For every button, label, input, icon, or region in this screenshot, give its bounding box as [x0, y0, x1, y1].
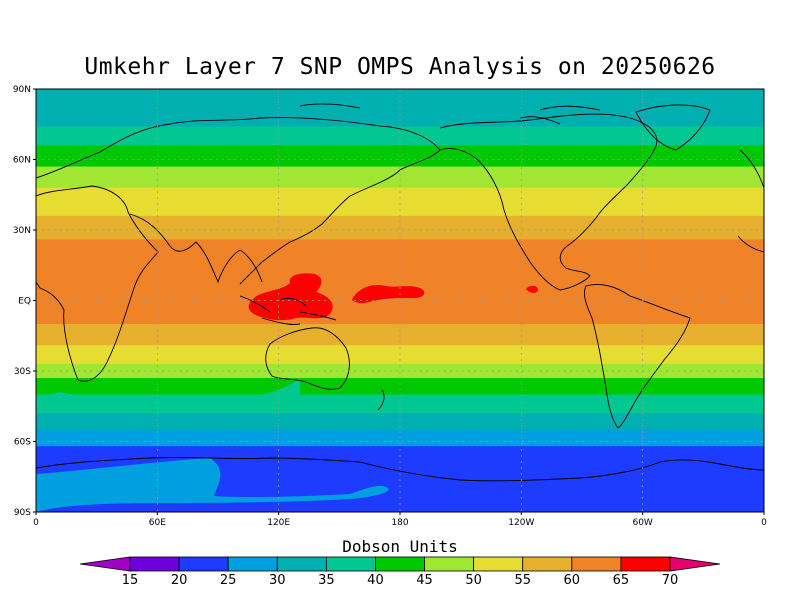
colorbar-tick-label: 65: [613, 573, 630, 588]
map-title: Umkehr Layer 7 SNP OMPS Analysis on 2025…: [84, 54, 716, 80]
colorbar-swatch: [571, 556, 622, 572]
lon-tick-label: 60W: [632, 518, 652, 528]
arctic-islands: [299, 103, 601, 125]
colorbar-labels: 15 20 25 30 35 40 45 50 55 60 65 70: [122, 573, 679, 588]
colorbar-tick-label: 20: [171, 573, 188, 588]
australia-coast: [265, 327, 350, 390]
colorbar-swatch: [620, 556, 671, 572]
lon-tick-label: 0: [761, 518, 767, 528]
africa-coast: [36, 185, 159, 382]
colorbar-high-arrow: [669, 556, 721, 572]
colorbar-swatch: [178, 556, 229, 572]
ozone-band-10: [36, 378, 764, 395]
new-zealand-coast: [377, 389, 385, 411]
colorbar-swatch: [424, 556, 475, 572]
maxima-central-pacific: [352, 284, 425, 304]
lat-tick-label: 60S: [14, 438, 31, 448]
colorbar-tick-label: 30: [269, 573, 286, 588]
maxima-east-pacific: [526, 285, 538, 293]
colorbar-swatch: [325, 556, 376, 572]
lon-tick-label: 120W: [508, 518, 534, 528]
lat-tick-label: EQ: [18, 297, 31, 307]
antarctica-coast: [36, 456, 764, 482]
lat-tick-label: 30N: [13, 226, 31, 236]
ozone-band-1: [36, 126, 764, 146]
lon-tick-label: 60E: [149, 518, 166, 528]
lon-tick-label: 180: [391, 518, 408, 528]
colorbar-swatch: [227, 556, 278, 572]
colorbar-swatch: [276, 556, 327, 572]
colorbar: [79, 556, 721, 572]
colorbar-tick-label: 40: [367, 573, 384, 588]
south-asia-coast: [129, 213, 263, 284]
colorbar-tick-label: 35: [318, 573, 335, 588]
colorbar-tick-label: 60: [564, 573, 581, 588]
north-america-coast: [439, 113, 658, 291]
ozone-band-3: [36, 166, 764, 189]
colorbar-tick-label: 25: [220, 573, 237, 588]
colorbar-tick-label: 55: [514, 573, 531, 588]
maxima-maritime-continent: [248, 273, 333, 321]
colorbar-swatch: [473, 556, 524, 572]
lat-tick-label: 90S: [14, 508, 31, 518]
colorbar-swatch: [129, 556, 180, 572]
indonesia-islands: [239, 295, 337, 325]
colorbar-tick-label: 45: [416, 573, 433, 588]
colorbar-tick-label: 70: [662, 573, 679, 588]
ozone-band-7: [36, 324, 764, 346]
lat-tick-label: 60N: [13, 156, 31, 166]
colorbar-low-arrow: [79, 556, 131, 572]
lat-tick-label: 90N: [13, 85, 31, 95]
south-america-coast: [583, 284, 691, 429]
west-europe-coast: [737, 149, 764, 253]
colorbar-title: Dobson Units: [342, 537, 458, 556]
lat-tick-label: 30S: [14, 367, 31, 377]
colorbar-swatch: [522, 556, 573, 572]
ozone-band-12: [36, 413, 764, 431]
colorbar-swatch: [375, 556, 425, 572]
antarctic-25-30-region: [36, 458, 389, 512]
ozone-anomalies: [36, 273, 538, 512]
latitude-labels: 90N 60N 30N EQ 30S 60S 90S: [13, 85, 36, 518]
lon-tick-label: 120E: [267, 518, 290, 528]
colorbar-tick-label: 50: [465, 573, 482, 588]
longitude-labels: 0 60E 120E 180 120W 60W 0: [33, 512, 767, 528]
colorbar-tick-label: 15: [122, 573, 139, 588]
greenland-coast: [635, 104, 711, 151]
indian-ocean-dip: [36, 378, 300, 412]
lon-tick-label: 0: [33, 518, 39, 528]
graticule: [36, 89, 764, 512]
